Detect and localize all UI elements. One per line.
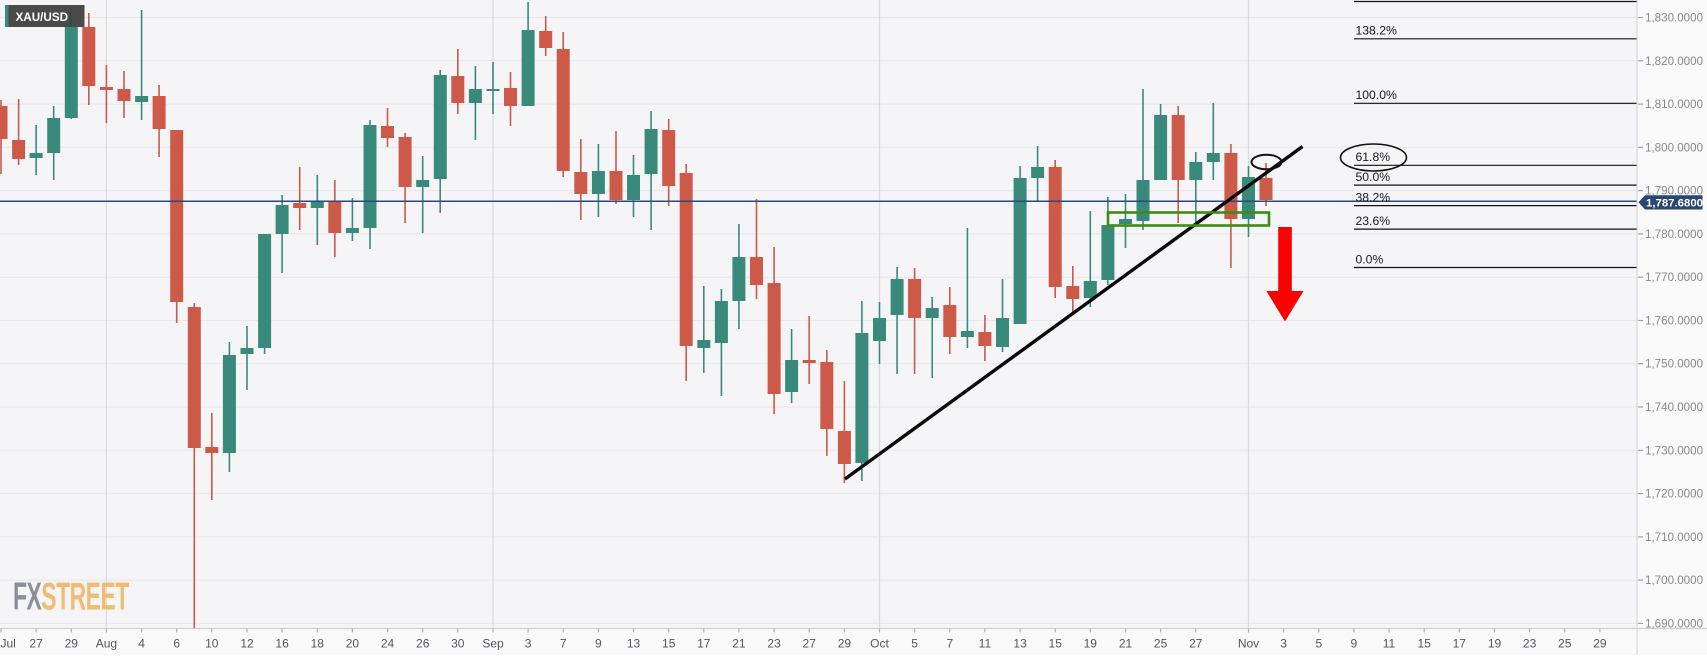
svg-text:11: 11 bbox=[979, 637, 992, 651]
svg-text:29: 29 bbox=[838, 637, 852, 651]
svg-text:27: 27 bbox=[1189, 637, 1203, 651]
svg-text:Aug: Aug bbox=[96, 637, 117, 651]
svg-text:29: 29 bbox=[1593, 637, 1607, 651]
svg-text:11: 11 bbox=[1383, 637, 1396, 651]
svg-text:7: 7 bbox=[560, 637, 567, 651]
svg-text:17: 17 bbox=[1453, 637, 1467, 651]
svg-text:10: 10 bbox=[205, 637, 219, 651]
svg-text:100.0%: 100.0% bbox=[1356, 88, 1397, 102]
svg-text:50.0%: 50.0% bbox=[1356, 170, 1391, 184]
svg-text:Oct: Oct bbox=[870, 637, 889, 651]
svg-text:9: 9 bbox=[1351, 637, 1358, 651]
svg-text:9: 9 bbox=[595, 637, 602, 651]
svg-text:1,740.0000: 1,740.0000 bbox=[1645, 401, 1703, 414]
svg-text:4: 4 bbox=[138, 637, 145, 651]
svg-text:138.2%: 138.2% bbox=[1356, 24, 1397, 38]
svg-text:0.0%: 0.0% bbox=[1356, 252, 1384, 266]
svg-text:23: 23 bbox=[1523, 637, 1537, 651]
svg-text:1,810.0000: 1,810.0000 bbox=[1645, 98, 1703, 111]
svg-text:27: 27 bbox=[29, 637, 43, 651]
svg-text:Nov: Nov bbox=[1238, 637, 1259, 651]
svg-text:13: 13 bbox=[627, 637, 641, 651]
svg-text:7: 7 bbox=[946, 637, 953, 651]
svg-text:21: 21 bbox=[1119, 637, 1133, 651]
svg-text:1,820.0000: 1,820.0000 bbox=[1645, 55, 1703, 68]
svg-text:1,690.0000: 1,690.0000 bbox=[1645, 617, 1703, 630]
svg-text:12: 12 bbox=[240, 637, 254, 651]
svg-text:1,760.0000: 1,760.0000 bbox=[1645, 315, 1703, 328]
svg-text:1,780.0000: 1,780.0000 bbox=[1645, 228, 1703, 241]
svg-text:61.8%: 61.8% bbox=[1356, 150, 1391, 164]
svg-text:16: 16 bbox=[275, 637, 289, 651]
svg-text:38.2%: 38.2% bbox=[1356, 190, 1391, 204]
svg-text:17: 17 bbox=[697, 637, 711, 651]
svg-text:Jul: Jul bbox=[1, 637, 16, 651]
svg-text:13: 13 bbox=[1013, 637, 1027, 651]
svg-text:25: 25 bbox=[1154, 637, 1168, 651]
svg-text:1,720.0000: 1,720.0000 bbox=[1645, 488, 1703, 501]
svg-text:23.6%: 23.6% bbox=[1356, 214, 1391, 228]
svg-text:1,770.0000: 1,770.0000 bbox=[1645, 271, 1703, 284]
svg-text:1,750.0000: 1,750.0000 bbox=[1645, 358, 1703, 371]
svg-text:19: 19 bbox=[1084, 637, 1098, 651]
svg-text:1,787.6800: 1,787.6800 bbox=[1646, 197, 1703, 209]
svg-text:XAU/USD: XAU/USD bbox=[16, 11, 69, 24]
svg-text:18: 18 bbox=[311, 637, 325, 651]
svg-text:1,700.0000: 1,700.0000 bbox=[1645, 574, 1703, 587]
svg-text:30: 30 bbox=[451, 637, 465, 651]
svg-text:20: 20 bbox=[346, 637, 360, 651]
svg-text:FXSTREET: FXSTREET bbox=[13, 574, 129, 618]
svg-text:3: 3 bbox=[1280, 637, 1287, 651]
svg-text:24: 24 bbox=[381, 637, 395, 651]
svg-text:5: 5 bbox=[911, 637, 918, 651]
svg-text:29: 29 bbox=[65, 637, 79, 651]
svg-text:Sep: Sep bbox=[482, 637, 504, 651]
svg-text:6: 6 bbox=[173, 637, 180, 651]
svg-text:23: 23 bbox=[767, 637, 781, 651]
svg-text:1,830.0000: 1,830.0000 bbox=[1645, 12, 1703, 25]
svg-text:21: 21 bbox=[732, 637, 746, 651]
svg-text:15: 15 bbox=[1418, 637, 1432, 651]
svg-text:26: 26 bbox=[416, 637, 430, 651]
svg-text:3: 3 bbox=[525, 637, 532, 651]
svg-text:15: 15 bbox=[1049, 637, 1063, 651]
svg-text:25: 25 bbox=[1558, 637, 1572, 651]
svg-text:5: 5 bbox=[1315, 637, 1322, 651]
svg-text:27: 27 bbox=[803, 637, 817, 651]
svg-text:1,800.0000: 1,800.0000 bbox=[1645, 141, 1703, 154]
svg-text:19: 19 bbox=[1488, 637, 1502, 651]
svg-text:1,790.0000: 1,790.0000 bbox=[1645, 185, 1703, 198]
svg-text:1,710.0000: 1,710.0000 bbox=[1645, 531, 1703, 544]
svg-text:15: 15 bbox=[662, 637, 676, 651]
svg-text:1,730.0000: 1,730.0000 bbox=[1645, 444, 1703, 457]
